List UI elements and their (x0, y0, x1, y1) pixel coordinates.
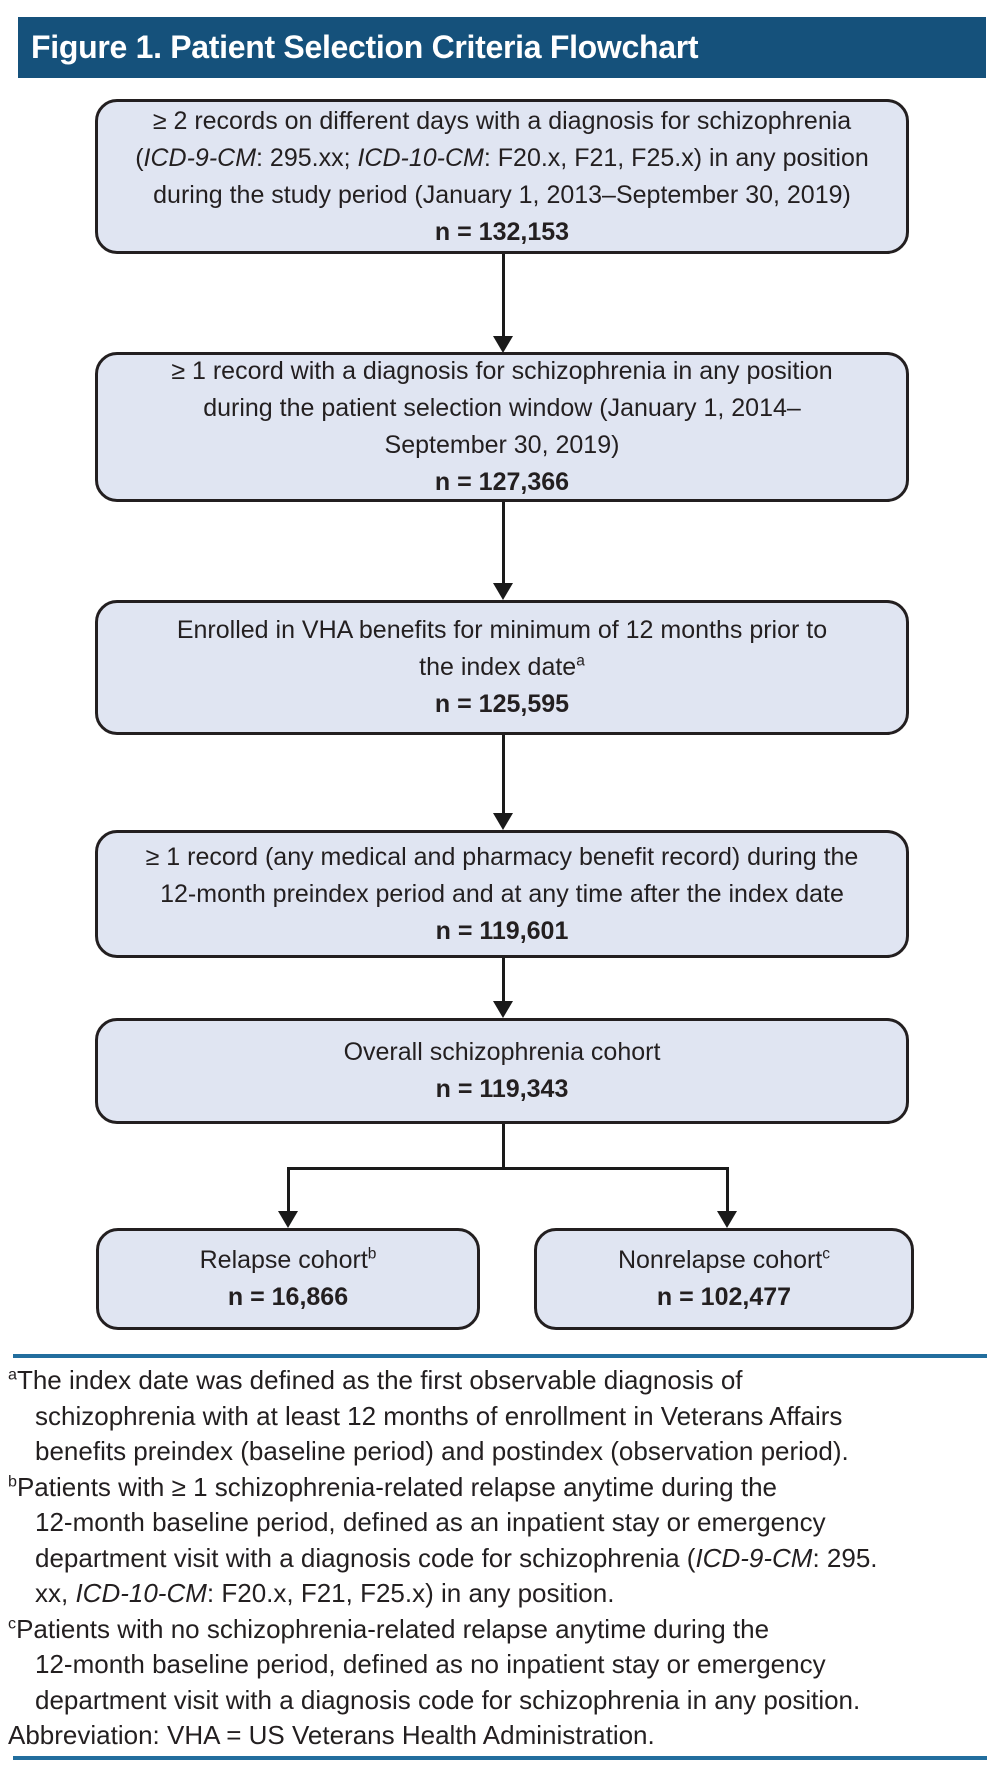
box-benefit-records: ≥ 1 record (any medical and pharmacy ben… (95, 830, 909, 958)
text-segment: ≥ 2 records on different days with a dia… (152, 106, 852, 135)
icd9-code-label: ICD-9-CM (695, 1542, 813, 1573)
footnote-marker-a: a (8, 1365, 17, 1384)
footnote-a-line: benefits preindex (baseline period) and … (8, 1434, 1000, 1470)
box-relapse-cohort: Relapse cohortb n = 16,866 (96, 1228, 480, 1330)
footnote-a-line: schizophrenia with at least 12 months of… (8, 1399, 1000, 1435)
connector-right-branch (726, 1167, 729, 1212)
box-selection-window: ≥ 1 record with a diagnosis for schizoph… (95, 352, 909, 502)
icd10-code-label: ICD-10-CM (357, 143, 484, 172)
sample-size-value: n = 16,866 (227, 1283, 349, 1311)
text-segment: department visit with a diagnosis code f… (35, 1542, 696, 1573)
footnote-divider-bottom (13, 1756, 987, 1760)
text-segment: the index date (419, 653, 577, 681)
footnote-divider-top (13, 1354, 987, 1358)
text-segment: : 295.xx; (256, 143, 358, 172)
text-segment: : 295. (812, 1542, 878, 1573)
sample-size-value: n = 127,366 (434, 468, 570, 496)
text-segment: ≥ 1 record (any medical and pharmacy ben… (145, 842, 859, 871)
text-segment: Patients with ≥ 1 schizophrenia-related … (16, 1471, 777, 1502)
text-segment: Nonrelapse cohort (617, 1246, 823, 1274)
arrow-shaft (502, 502, 505, 584)
footnote-b-line: department visit with a diagnosis code f… (8, 1541, 1000, 1577)
box-nonrelapse-cohort-text: Nonrelapse cohortc (618, 1242, 830, 1279)
arrowhead-down-icon (493, 336, 513, 353)
text-segment: : F20.x, F21, F25.x) in any position (483, 143, 869, 172)
icd9-code-label: ICD-9-CM (143, 143, 257, 172)
footnote-b-line: 12-month baseline period, defined as an … (8, 1505, 1000, 1541)
arrowhead-down-icon (493, 1001, 513, 1018)
footnote-c-line: 12-month baseline period, defined as no … (8, 1647, 1000, 1683)
arrow-shaft (502, 254, 505, 337)
text-segment: The index date was defined as the first … (16, 1365, 743, 1395)
sample-size-value: n = 125,595 (434, 690, 570, 718)
text-segment: benefits preindex (baseline period) and … (35, 1436, 849, 1466)
text-segment: ≥ 1 record with a diagnosis for schizoph… (171, 357, 833, 385)
text-segment: during the patient selection window (Jan… (203, 394, 801, 422)
arrowhead-down-icon (278, 1211, 298, 1228)
box-vha-enrollment: Enrolled in VHA benefits for minimum of … (95, 600, 909, 735)
footnote-marker-c: c (8, 1613, 17, 1632)
box-overall-cohort: Overall schizophrenia cohort n = 119,343 (95, 1018, 909, 1124)
abbreviation-note: Abbreviation: VHA = US Veterans Health A… (8, 1720, 655, 1750)
footnote-marker-b: b (8, 1471, 17, 1490)
text-segment: Patients with no schizophrenia-related r… (16, 1613, 770, 1644)
text-segment: 12-month baseline period, defined as an … (35, 1507, 826, 1537)
footnote-b-line: xx, ICD-10-CM: F20.x, F21, F25.x) in any… (8, 1576, 1000, 1612)
box-nonrelapse-cohort: Nonrelapse cohortc n = 102,477 (534, 1228, 914, 1330)
figure-title: Figure 1. Patient Selection Criteria Flo… (31, 29, 699, 65)
footnote-marker-b: b (367, 1245, 377, 1263)
box-study-period-diagnosis-text: ≥ 2 records on different days with a dia… (135, 103, 869, 214)
arrowhead-down-icon (493, 813, 513, 830)
arrow-shaft (502, 958, 505, 1002)
connector-horizontal (287, 1167, 729, 1170)
footnote-marker-a: a (576, 652, 585, 670)
box-relapse-cohort-text: Relapse cohortb (200, 1242, 377, 1279)
footnote-b-line: bPatients with ≥ 1 schizophrenia-related… (8, 1470, 1000, 1506)
text-segment: Relapse cohort (199, 1246, 368, 1274)
footnote-marker-c: c (822, 1245, 831, 1263)
arrow-shaft (502, 735, 505, 814)
box-selection-window-text: ≥ 1 record with a diagnosis for schizoph… (171, 353, 832, 464)
footnote-c-line: department visit with a diagnosis code f… (8, 1683, 1000, 1719)
text-segment: during the study period (January 1, 2013… (153, 180, 851, 209)
connector-left-branch (287, 1167, 290, 1212)
text-segment: 12-month baseline period, defined as no … (35, 1649, 826, 1679)
sample-size-value: n = 119,601 (435, 916, 569, 945)
arrowhead-down-icon (493, 583, 513, 600)
box-benefit-records-text: ≥ 1 record (any medical and pharmacy ben… (146, 839, 859, 913)
arrowhead-down-icon (717, 1211, 737, 1228)
box-vha-enrollment-text: Enrolled in VHA benefits for minimum of … (177, 612, 827, 686)
text-segment: department visit with a diagnosis code f… (35, 1684, 861, 1715)
figure-title-bar: Figure 1. Patient Selection Criteria Flo… (18, 17, 986, 78)
icd10-code-label: ICD-10-CM (75, 1578, 207, 1608)
footnotes-block: aThe index date was defined as the first… (8, 1363, 1000, 1754)
text-segment: xx, (35, 1578, 76, 1608)
text-segment: Enrolled in VHA benefits for minimum of … (176, 616, 828, 644)
sample-size-value: n = 102,477 (656, 1283, 792, 1311)
box-overall-cohort-text: Overall schizophrenia cohort (343, 1038, 661, 1066)
sample-size-value: n = 132,153 (434, 217, 570, 246)
text-segment: : F20.x, F21, F25.x) in any position. (206, 1578, 615, 1608)
box-study-period-diagnosis: ≥ 2 records on different days with a dia… (95, 99, 909, 254)
text-segment: 12-month preindex period and at any time… (160, 879, 844, 908)
sample-size-value: n = 119,343 (435, 1075, 569, 1103)
text-segment: ( (135, 143, 144, 172)
text-segment: September 30, 2019) (384, 431, 620, 459)
footnote-c-line: cPatients with no schizophrenia-related … (8, 1612, 1000, 1648)
connector-stem (502, 1124, 505, 1169)
text-segment: schizophrenia with at least 12 months of… (35, 1400, 843, 1431)
footnote-a-line: aThe index date was defined as the first… (8, 1363, 1000, 1399)
